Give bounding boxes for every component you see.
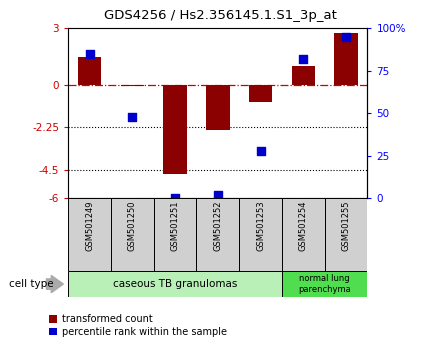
Point xyxy=(172,195,179,201)
Point xyxy=(257,148,264,154)
FancyArrow shape xyxy=(47,275,63,293)
Bar xyxy=(282,198,325,271)
Text: GSM501252: GSM501252 xyxy=(213,200,222,251)
Bar xyxy=(68,271,282,297)
Bar xyxy=(249,85,272,102)
Bar xyxy=(121,85,144,86)
Bar xyxy=(163,85,187,174)
Point xyxy=(342,34,349,40)
Text: GSM501251: GSM501251 xyxy=(171,200,180,251)
Bar xyxy=(325,198,367,271)
Bar xyxy=(196,198,239,271)
Text: GSM501253: GSM501253 xyxy=(256,200,265,251)
Bar xyxy=(292,66,315,85)
Point xyxy=(214,192,221,198)
Bar xyxy=(282,271,367,297)
Bar xyxy=(68,198,111,271)
Text: cell type: cell type xyxy=(9,279,53,289)
Bar xyxy=(334,33,358,85)
Text: GSM501250: GSM501250 xyxy=(128,200,137,251)
Text: caseous TB granulomas: caseous TB granulomas xyxy=(113,279,237,289)
Bar xyxy=(154,198,196,271)
Text: GSM501255: GSM501255 xyxy=(341,200,351,251)
Bar xyxy=(111,198,154,271)
Legend: transformed count, percentile rank within the sample: transformed count, percentile rank withi… xyxy=(49,314,227,337)
Text: normal lung
parenchyma: normal lung parenchyma xyxy=(298,274,351,294)
Bar xyxy=(239,198,282,271)
Point xyxy=(300,56,307,62)
Text: GDS4256 / Hs2.356145.1.S1_3p_at: GDS4256 / Hs2.356145.1.S1_3p_at xyxy=(103,9,337,22)
Text: GSM501254: GSM501254 xyxy=(299,200,308,251)
Text: GSM501249: GSM501249 xyxy=(85,200,94,251)
Point xyxy=(129,114,136,120)
Bar xyxy=(78,57,101,85)
Point xyxy=(86,51,93,57)
Bar xyxy=(206,85,230,130)
